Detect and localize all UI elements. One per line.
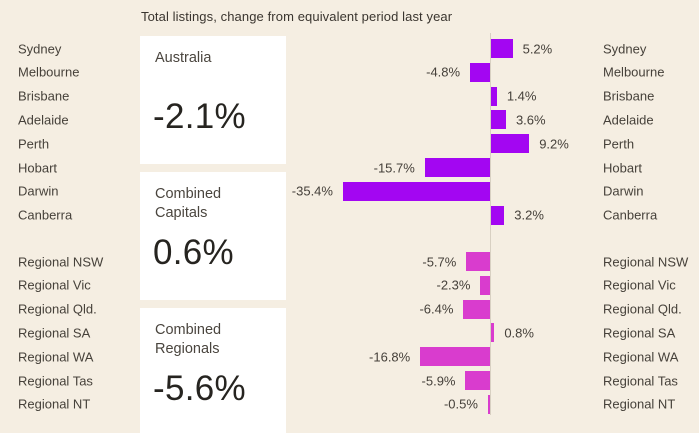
category-label-right: Regional Qld. bbox=[603, 301, 682, 317]
category-label-left: Hobart bbox=[18, 160, 58, 175]
category-label-left: Brisbane bbox=[18, 88, 70, 104]
category-label-left: Regional Vic bbox=[18, 277, 91, 293]
bar bbox=[342, 181, 490, 201]
bar-value-label: -0.5% bbox=[443, 396, 478, 412]
bar-value-label: -6.4% bbox=[419, 301, 454, 317]
category-label-right: Brisbane bbox=[603, 88, 655, 104]
summary-card-australia: Australia -2.1% bbox=[140, 36, 286, 164]
category-label-right: Adelaide bbox=[603, 112, 654, 128]
summary-card-combined-capitals: Combined Capitals 0.6% bbox=[140, 172, 286, 300]
bar-value-label: 9.2% bbox=[539, 136, 569, 152]
bar bbox=[480, 275, 490, 295]
category-label-right: Sydney bbox=[603, 41, 647, 56]
summary-card-label: Australia bbox=[155, 50, 212, 66]
bar bbox=[420, 347, 490, 367]
category-label-left: Regional NT bbox=[18, 396, 91, 412]
bar bbox=[491, 323, 495, 343]
bar bbox=[491, 134, 530, 154]
bar-value-label: 5.2% bbox=[522, 41, 553, 56]
bar-value-label: 3.6% bbox=[515, 112, 546, 128]
bar-value-label: -15.7% bbox=[373, 160, 415, 175]
category-label-left: Adelaide bbox=[18, 112, 69, 128]
bar-value-label: 3.2% bbox=[514, 207, 544, 223]
zero-axis-line bbox=[490, 33, 491, 415]
bar-value-label: 1.4% bbox=[506, 88, 537, 104]
bar-value-label: -35.4% bbox=[291, 183, 333, 199]
bar bbox=[487, 394, 490, 414]
bar bbox=[491, 39, 513, 58]
category-label-left: Regional NSW bbox=[18, 254, 104, 269]
category-label-right: Perth bbox=[603, 136, 635, 152]
bar bbox=[424, 158, 490, 177]
bar bbox=[491, 205, 505, 225]
category-label-left: Sydney bbox=[18, 41, 62, 56]
category-label-left: Regional SA bbox=[18, 325, 91, 341]
bar-value-label: -4.8% bbox=[426, 64, 461, 80]
category-label-right: Hobart bbox=[603, 160, 643, 175]
category-label-right: Regional NSW bbox=[603, 254, 689, 269]
category-label-right: Regional WA bbox=[603, 349, 679, 365]
bar bbox=[466, 252, 490, 271]
bar-value-label: -5.9% bbox=[421, 373, 456, 388]
category-label-left: Regional Qld. bbox=[18, 301, 97, 317]
bar-value-label: 0.8% bbox=[504, 325, 534, 341]
category-label-left: Regional WA bbox=[18, 349, 94, 365]
bar bbox=[491, 86, 497, 106]
summary-card-value: -5.6% bbox=[153, 369, 246, 408]
bar bbox=[463, 299, 490, 319]
bar bbox=[470, 62, 490, 82]
summary-card-value: -2.1% bbox=[153, 97, 246, 136]
category-label-left: Perth bbox=[18, 136, 50, 152]
bar-value-label: -5.7% bbox=[422, 254, 457, 269]
bar-value-label: -2.3% bbox=[436, 277, 471, 293]
chart-title: Total listings, change from equivalent p… bbox=[141, 9, 453, 24]
summary-card-value: 0.6% bbox=[153, 233, 234, 272]
category-label-right: Regional NT bbox=[603, 396, 676, 412]
bar bbox=[491, 110, 506, 130]
category-label-right: Melbourne bbox=[603, 64, 665, 80]
category-label-left: Canberra bbox=[18, 207, 73, 223]
summary-card-label: Combined Capitals bbox=[155, 186, 222, 222]
category-label-right: Regional Tas bbox=[603, 373, 678, 388]
category-label-left: Melbourne bbox=[18, 64, 80, 80]
summary-card-combined-regionals: Combined Regionals -5.6% bbox=[140, 308, 286, 433]
category-label-left: Darwin bbox=[18, 183, 59, 199]
category-label-right: Darwin bbox=[603, 183, 644, 199]
category-label-right: Canberra bbox=[603, 207, 658, 223]
summary-card-label: Combined Regionals bbox=[155, 322, 222, 358]
category-label-right: Regional Vic bbox=[603, 277, 676, 293]
bar-value-label: -16.8% bbox=[369, 349, 411, 365]
category-label-right: Regional SA bbox=[603, 325, 676, 341]
category-label-left: Regional Tas bbox=[18, 373, 93, 388]
bar bbox=[465, 371, 490, 390]
